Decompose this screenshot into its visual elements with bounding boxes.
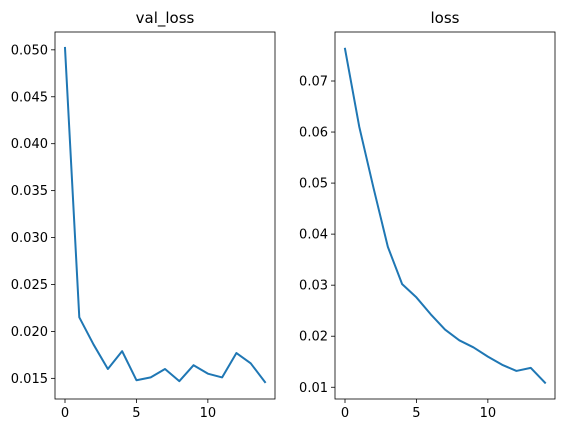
y-tick-label: 0.02 (299, 330, 328, 345)
x-tick-label: 5 (412, 406, 420, 421)
y-tick-label: 0.03 (299, 279, 328, 294)
y-tick-label: 0.01 (299, 381, 328, 396)
chart-title: loss (431, 9, 460, 27)
axes-frame (54, 31, 276, 400)
chart-title: val_loss (136, 9, 195, 28)
y-tick-label: 0.07 (299, 75, 328, 90)
y-tick-label: 0.015 (11, 372, 48, 387)
x-tick-label: 10 (480, 406, 497, 421)
y-tick-label: 0.050 (11, 43, 48, 58)
y-tick-label: 0.045 (11, 90, 48, 105)
x-tick-label: 10 (200, 406, 217, 421)
series-line (63, 46, 267, 384)
y-tick-label: 0.030 (11, 231, 48, 246)
subplot-val-loss: val_loss 0 5 10 0.015 0.020 0.025 0.030 0.035 0.0… (11, 9, 276, 421)
y-tick-label: 0.05 (299, 177, 328, 192)
series-line (343, 47, 547, 385)
y-tick-label: 0.025 (11, 278, 48, 293)
x-tick-label: 5 (132, 406, 140, 421)
y-tick-label: 0.035 (11, 184, 48, 199)
subplot-loss: loss 0 5 10 0.01 0.02 0.03 0.04 0.05 0.06 0.07 (299, 9, 556, 421)
x-tick-label: 0 (61, 406, 69, 421)
y-tick-label: 0.020 (11, 325, 48, 340)
x-tick-label: 0 (341, 406, 349, 421)
axes-frame (334, 31, 556, 400)
y-tick-label: 0.040 (11, 137, 48, 152)
y-tick-label: 0.06 (299, 126, 328, 141)
y-tick-label: 0.04 (299, 228, 328, 243)
